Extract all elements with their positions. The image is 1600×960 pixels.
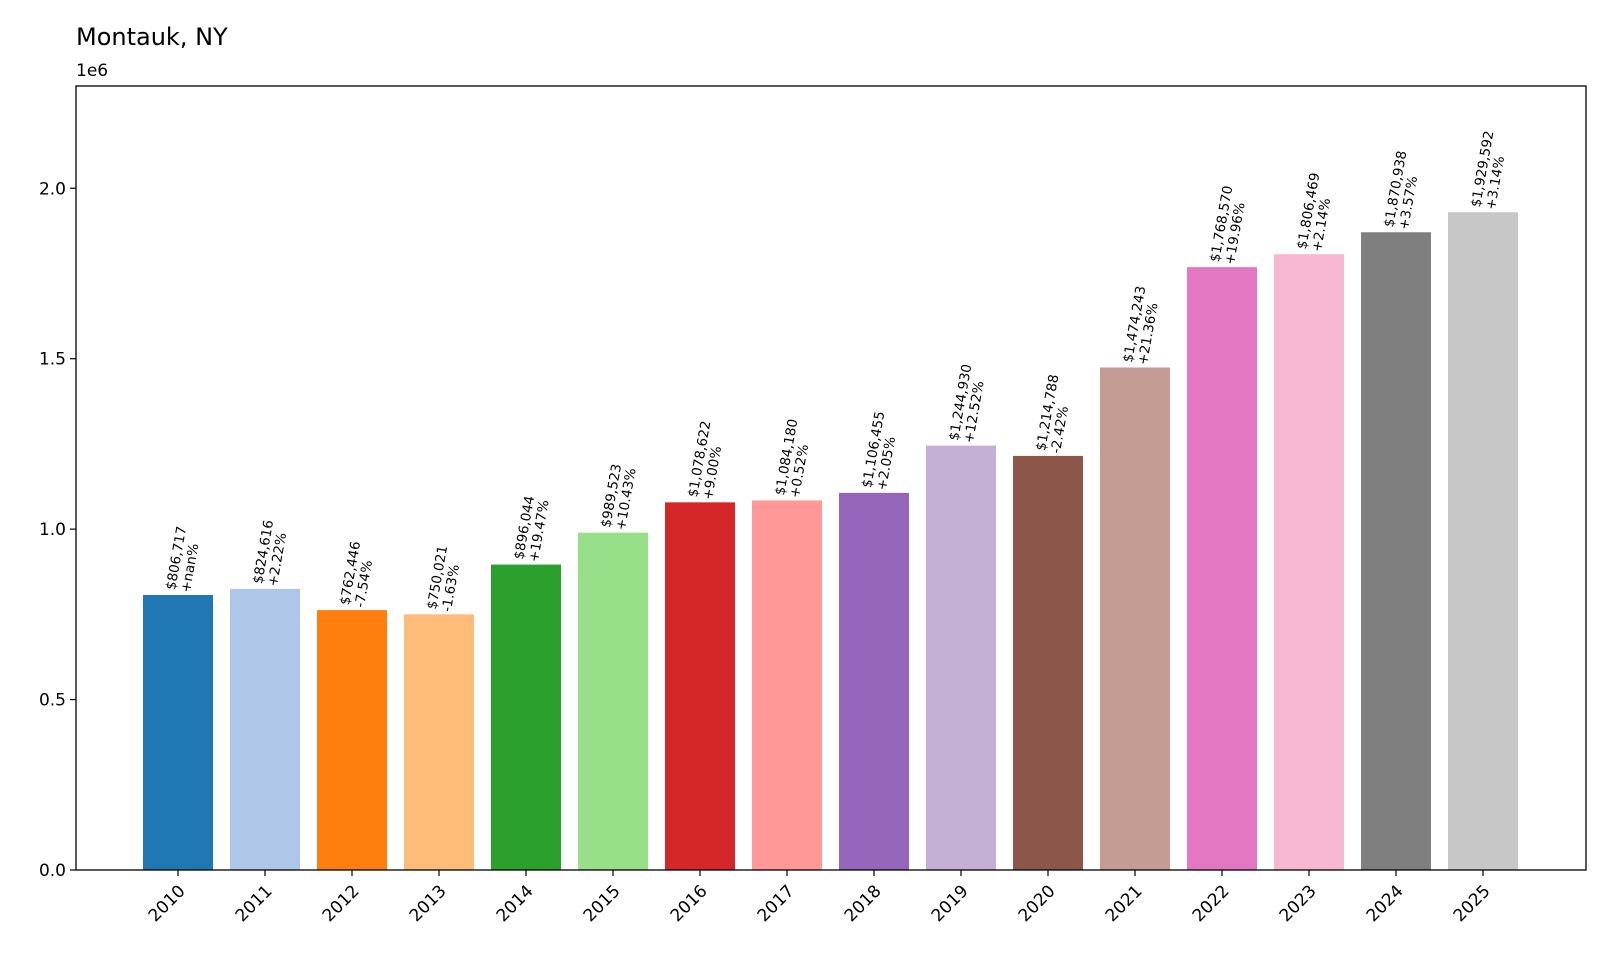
x-tick-label: 2024 — [1363, 881, 1408, 926]
x-tick-label: 2016 — [667, 881, 712, 926]
y-tick-label: 0.5 — [39, 691, 66, 711]
x-tick-label: 2017 — [754, 881, 799, 926]
bar-2012 — [317, 610, 387, 870]
chart-title: Montauk, NY — [76, 23, 228, 51]
bar-label-group-2018: $1,106,455+2.05% — [859, 410, 899, 492]
bar-label-group-2016: $1,078,622+9.00% — [685, 420, 725, 502]
bar-2017 — [752, 500, 822, 870]
bar-2011 — [230, 588, 300, 870]
bar-2018 — [839, 492, 909, 870]
bar-label-group-2019: $1,244,930+12.52% — [946, 363, 987, 445]
bar-2014 — [491, 564, 561, 870]
x-tick-label: 2018 — [841, 881, 886, 926]
bar-2010 — [143, 595, 213, 870]
bar-label-group-2010: $806,717+nan% — [163, 525, 202, 594]
bar-2025 — [1448, 212, 1518, 871]
bar-label-group-2015: $989,523+10.43% — [598, 463, 639, 532]
y-axis-offset-label: 1e6 — [76, 61, 108, 81]
bar-2016 — [665, 502, 735, 870]
bar-2020 — [1013, 455, 1083, 870]
y-axis: 0.0 0.5 1.0 1.5 2.0 — [39, 179, 76, 881]
bar-2015 — [578, 532, 648, 870]
bar-2023 — [1274, 254, 1344, 871]
x-tick-label: 2013 — [406, 881, 451, 926]
y-tick-label: 2.0 — [39, 179, 66, 199]
bar-label-group-2020: $1,214,788-2.42% — [1033, 373, 1072, 455]
x-tick-label: 2022 — [1189, 881, 1234, 926]
y-tick-label: 1.0 — [39, 520, 66, 540]
bar-label-group-2024: $1,870,938+3.57% — [1381, 150, 1421, 232]
plot-frame — [75, 85, 1587, 871]
bar-2021 — [1100, 367, 1170, 870]
x-tick-label: 2020 — [1015, 881, 1060, 926]
x-axis: 2010 2011 2012 2013 2014 2015 2016 2017 2018 2019… — [145, 870, 1495, 926]
x-tick-label: 2019 — [928, 881, 973, 926]
bar-label-group-2011: $824,616+2.22% — [250, 519, 290, 588]
x-tick-label: 2014 — [493, 881, 538, 926]
bar-label-group-2012: $762,446-7.54% — [337, 540, 376, 609]
bar-label-group-2013: $750,021-1.63% — [424, 544, 463, 613]
x-tick-label: 2025 — [1450, 881, 1495, 926]
x-tick-label: 2011 — [232, 881, 277, 926]
x-tick-label: 2021 — [1102, 881, 1147, 926]
bar-label-group-2023: $1,806,469+2.14% — [1294, 172, 1334, 254]
bar-2013 — [404, 614, 474, 870]
y-tick-label: 1.5 — [39, 350, 66, 370]
bar-label-group-2017: $1,084,180+0.52% — [772, 418, 812, 500]
bar-label-group-2014: $896,044+19.47% — [511, 495, 552, 564]
x-tick-label: 2012 — [319, 881, 364, 926]
y-tick-label: 0.0 — [39, 861, 66, 881]
bar-2022 — [1187, 267, 1257, 870]
bar-2024 — [1361, 232, 1431, 871]
x-tick-label: 2023 — [1276, 881, 1321, 926]
bar-label-group-2025: $1,929,592+3.14% — [1468, 130, 1508, 212]
bar-label-group-2022: $1,768,570+19.96% — [1207, 184, 1248, 266]
bar-label-group-2021: $1,474,243+21.36% — [1120, 285, 1161, 367]
x-tick-label: 2010 — [145, 881, 190, 926]
x-tick-label: 2015 — [580, 881, 625, 926]
bar-2019 — [926, 445, 996, 870]
bars-layer — [143, 212, 1518, 871]
